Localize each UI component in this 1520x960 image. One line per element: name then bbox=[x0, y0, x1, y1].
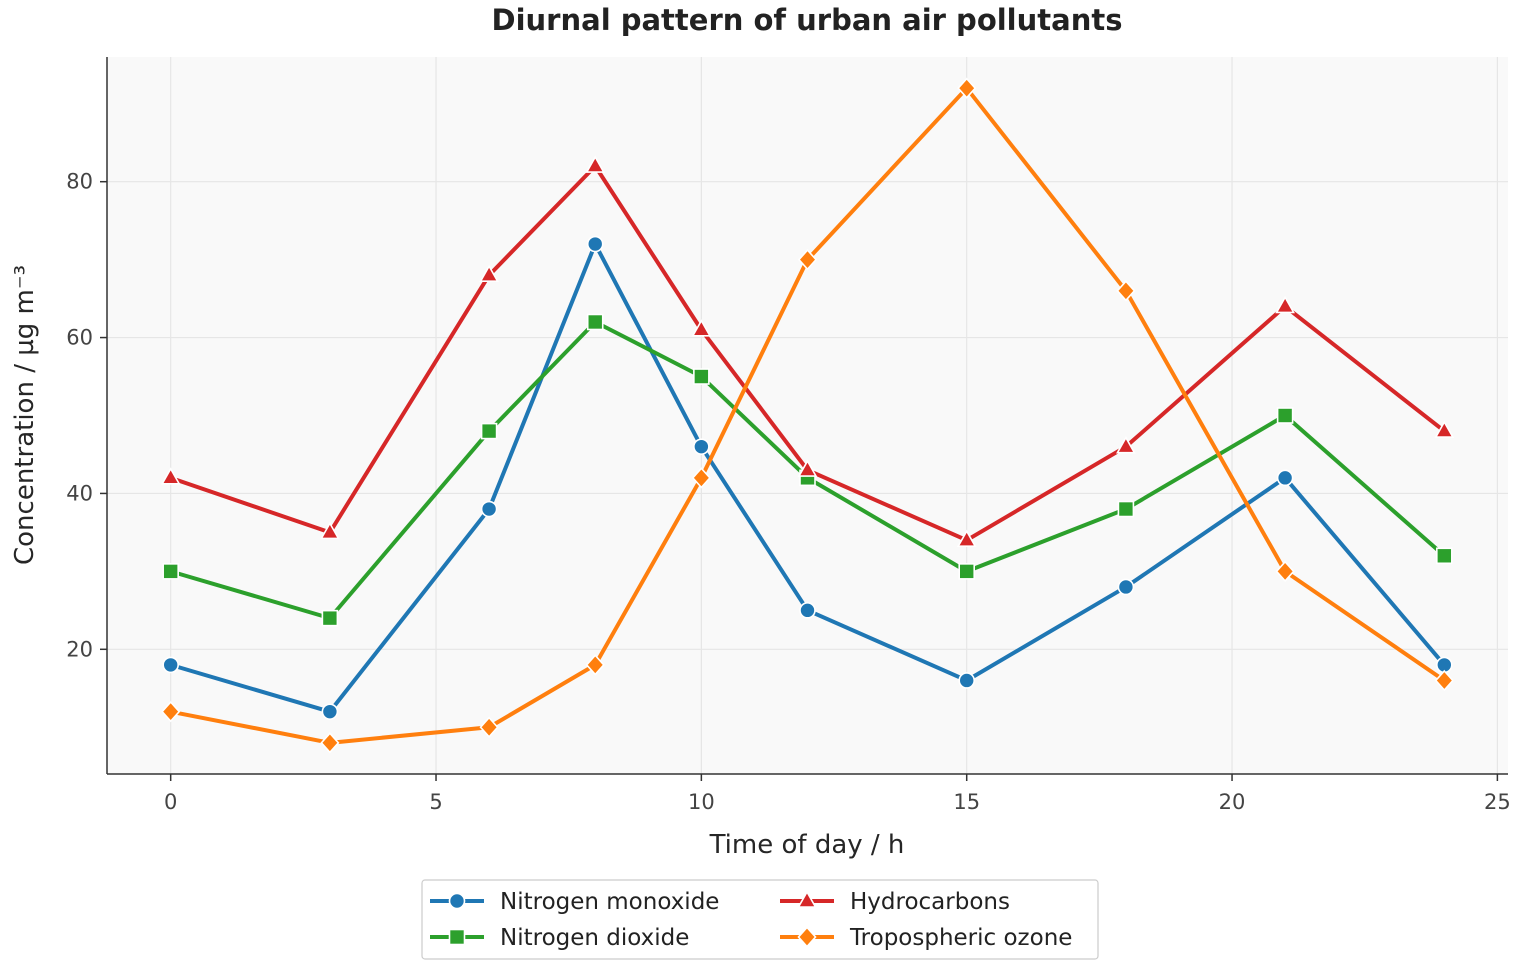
y-tick-label: 40 bbox=[66, 481, 93, 505]
data-point-tropospheric-ozone bbox=[1275, 560, 1295, 583]
x-axis-label: Time of day / h bbox=[709, 830, 905, 860]
legend-label-nitrogen-dioxide: Nitrogen dioxide bbox=[500, 925, 689, 951]
legend-marker-nitrogen-dioxide bbox=[448, 928, 466, 946]
data-point-tropospheric-ozone bbox=[1116, 280, 1136, 302]
x-tick-label: 5 bbox=[429, 790, 442, 814]
y-axis-label: Concentration / µg m⁻³ bbox=[10, 265, 40, 565]
legend-entry-nitrogen-dioxide: Nitrogen dioxide bbox=[430, 925, 689, 951]
legend-label-nitrogen-monoxide: Nitrogen monoxide bbox=[500, 889, 719, 915]
grid-lines bbox=[107, 57, 1508, 774]
data-point-hydrocarbons bbox=[585, 155, 606, 173]
series-line-nitrogen-monoxide bbox=[168, 242, 1447, 714]
data-point-nitrogen-dioxide bbox=[480, 422, 498, 440]
data-point-tropospheric-ozone bbox=[691, 467, 711, 489]
x-tick-label: 15 bbox=[953, 790, 980, 814]
data-point-nitrogen-monoxide bbox=[958, 672, 976, 689]
legend-marker-nitrogen-monoxide bbox=[448, 892, 466, 910]
legend-label-tropospheric-ozone: Tropospheric ozone bbox=[849, 925, 1072, 951]
data-point-nitrogen-monoxide bbox=[480, 500, 498, 518]
data-point-hydrocarbons bbox=[1275, 295, 1295, 314]
data-point-nitrogen-dioxide bbox=[958, 563, 976, 580]
series-nitrogen-monoxide bbox=[162, 235, 1453, 720]
legend-entry-tropospheric-ozone: Tropospheric ozone bbox=[780, 925, 1072, 951]
data-point-hydrocarbons bbox=[956, 529, 977, 547]
series-tropospheric-ozone bbox=[161, 77, 1454, 754]
data-point-hydrocarbons bbox=[1116, 436, 1136, 454]
data-point-nitrogen-monoxide bbox=[693, 438, 710, 455]
data-point-nitrogen-dioxide bbox=[693, 368, 710, 385]
y-tick-label: 20 bbox=[66, 637, 93, 661]
series-hydrocarbons bbox=[160, 155, 1455, 547]
data-point-nitrogen-monoxide bbox=[1117, 578, 1135, 596]
x-tick-label: 0 bbox=[164, 790, 177, 814]
data-point-nitrogen-dioxide bbox=[321, 609, 339, 627]
x-tick-label: 10 bbox=[688, 790, 715, 814]
plot-background bbox=[107, 57, 1508, 774]
data-point-nitrogen-monoxide bbox=[162, 656, 179, 674]
chart-title: Diurnal pattern of urban air pollutants bbox=[492, 3, 1123, 37]
data-point-hydrocarbons bbox=[797, 459, 818, 477]
ticks: 0 5 10 15 20 25 20 40 60 80 bbox=[66, 170, 1510, 814]
legend-marker-tropospheric-ozone bbox=[797, 926, 817, 948]
data-point-tropospheric-ozone bbox=[320, 732, 340, 754]
data-point-nitrogen-monoxide bbox=[321, 703, 339, 720]
data-point-tropospheric-ozone bbox=[1434, 669, 1454, 692]
data-point-nitrogen-monoxide bbox=[799, 602, 816, 619]
data-point-nitrogen-dioxide bbox=[1276, 407, 1294, 424]
x-tick-label: 25 bbox=[1484, 790, 1511, 814]
x-tick-label: 20 bbox=[1219, 790, 1246, 814]
data-point-tropospheric-ozone bbox=[161, 700, 181, 723]
legend-frame bbox=[421, 879, 1099, 960]
legend-entry-hydrocarbons: Hydrocarbons bbox=[780, 889, 1010, 915]
data-point-tropospheric-ozone bbox=[585, 654, 605, 676]
series-line-tropospheric-ozone bbox=[168, 86, 1447, 745]
y-tick-label: 80 bbox=[66, 170, 93, 194]
data-point-nitrogen-dioxide bbox=[1436, 547, 1453, 565]
data-point-hydrocarbons bbox=[160, 467, 181, 485]
series-group bbox=[160, 77, 1455, 754]
legend-entry-nitrogen-monoxide: Nitrogen monoxide bbox=[430, 889, 719, 915]
data-point-hydrocarbons bbox=[320, 521, 340, 540]
data-point-hydrocarbons bbox=[691, 319, 712, 337]
data-point-nitrogen-dioxide bbox=[586, 313, 604, 331]
legend: Nitrogen monoxide Nitrogen dioxide Hydroca… bbox=[421, 879, 1099, 960]
legend-label-hydrocarbons: Hydrocarbons bbox=[850, 889, 1010, 915]
axes bbox=[106, 57, 1508, 775]
data-point-nitrogen-monoxide bbox=[586, 235, 604, 253]
series-line-hydrocarbons bbox=[168, 164, 1447, 543]
series-nitrogen-dioxide bbox=[162, 313, 1453, 627]
data-point-nitrogen-dioxide bbox=[162, 563, 179, 580]
data-point-hydrocarbons bbox=[479, 264, 499, 283]
data-point-tropospheric-ozone bbox=[957, 77, 977, 99]
series-line-nitrogen-dioxide bbox=[168, 319, 1447, 621]
data-point-tropospheric-ozone bbox=[797, 248, 818, 271]
data-point-tropospheric-ozone bbox=[479, 716, 499, 738]
legend-marker-hydrocarbons bbox=[797, 890, 817, 908]
y-tick-label: 60 bbox=[66, 326, 93, 350]
data-point-nitrogen-monoxide bbox=[1276, 469, 1294, 487]
data-point-hydrocarbons bbox=[1434, 420, 1455, 438]
data-point-nitrogen-dioxide bbox=[1117, 500, 1135, 518]
